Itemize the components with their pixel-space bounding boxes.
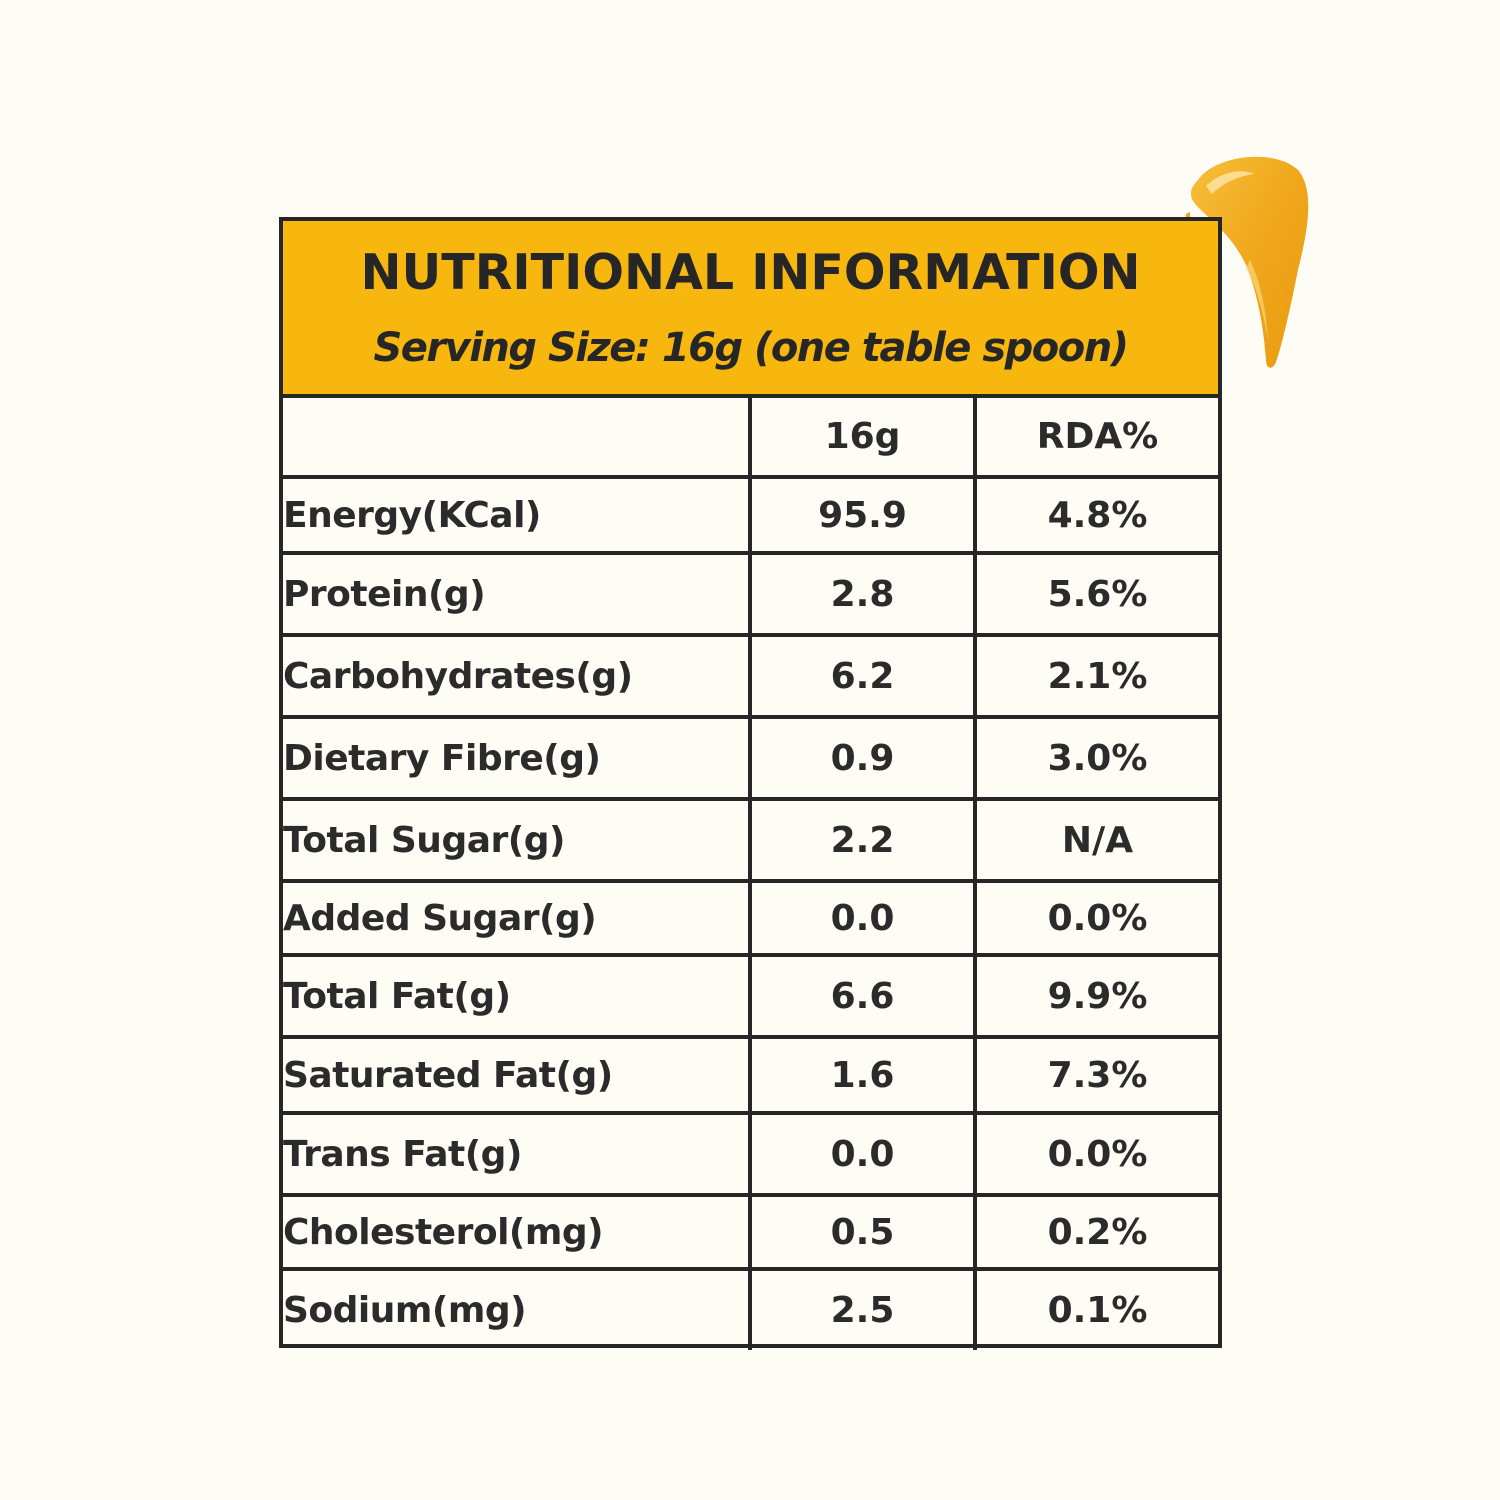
- nutrient-rda: 0.0%: [973, 1111, 1218, 1197]
- nutrient-name: Sodium(mg): [283, 1267, 752, 1350]
- table-row: Trans Fat(g) 0.0 0.0%: [283, 1111, 1218, 1197]
- nutrient-name: Saturated Fat(g): [283, 1035, 752, 1115]
- column-header-amount: 16g: [748, 398, 977, 479]
- nutrient-amount: 0.5: [748, 1193, 977, 1271]
- nutrient-amount: 1.6: [748, 1035, 977, 1115]
- table-row: Protein(g) 2.8 5.6%: [283, 551, 1218, 637]
- nutrient-rda: 4.8%: [973, 475, 1218, 555]
- nutrient-rda: N/A: [973, 797, 1218, 883]
- serving-size-subtitle: Serving Size: 16g (one table spoon): [373, 325, 1129, 371]
- nutrient-rda: 0.2%: [973, 1193, 1218, 1271]
- table-row: Cholesterol(mg) 0.5 0.2%: [283, 1193, 1218, 1271]
- nutrient-amount: 2.8: [748, 551, 977, 637]
- table-row: Added Sugar(g) 0.0 0.0%: [283, 879, 1218, 957]
- nutrient-amount: 0.0: [748, 1111, 977, 1197]
- nutrient-amount: 95.9: [748, 475, 977, 555]
- nutrient-rda: 3.0%: [973, 715, 1218, 801]
- table-header-row: 16g RDA%: [283, 398, 1218, 479]
- table-row: Saturated Fat(g) 1.6 7.3%: [283, 1035, 1218, 1115]
- nutrient-amount: 6.6: [748, 953, 977, 1039]
- nutrient-name: Dietary Fibre(g): [283, 715, 752, 801]
- table-row: Energy(KCal) 95.9 4.8%: [283, 475, 1218, 555]
- nutrient-name: Total Fat(g): [283, 953, 752, 1039]
- peanut-butter-smear-icon: [1185, 156, 1309, 368]
- table-row: Total Sugar(g) 2.2 N/A: [283, 797, 1218, 883]
- nutrient-amount: 0.9: [748, 715, 977, 801]
- column-header-rda: RDA%: [973, 398, 1218, 479]
- nutrient-name: Total Sugar(g): [283, 797, 752, 883]
- nutrient-rda: 5.6%: [973, 551, 1218, 637]
- nutrient-name: Carbohydrates(g): [283, 633, 752, 719]
- nutrition-panel: NUTRITIONAL INFORMATION Serving Size: 16…: [279, 217, 1222, 1350]
- nutrient-rda: 0.1%: [973, 1267, 1218, 1350]
- table-row: Dietary Fibre(g) 0.9 3.0%: [283, 715, 1218, 801]
- nutrition-title: NUTRITIONAL INFORMATION: [360, 244, 1141, 301]
- column-header-nutrient: [283, 398, 752, 479]
- table-row: Carbohydrates(g) 6.2 2.1%: [283, 633, 1218, 719]
- nutrient-rda: 7.3%: [973, 1035, 1218, 1115]
- nutrient-amount: 2.5: [748, 1267, 977, 1350]
- nutrient-amount: 2.2: [748, 797, 977, 883]
- nutrient-name: Energy(KCal): [283, 475, 752, 555]
- nutrient-rda: 2.1%: [973, 633, 1218, 719]
- nutrient-rda: 9.9%: [973, 953, 1218, 1039]
- nutrient-rda: 0.0%: [973, 879, 1218, 957]
- table-row: Total Fat(g) 6.6 9.9%: [283, 953, 1218, 1039]
- nutrient-name: Trans Fat(g): [283, 1111, 752, 1197]
- nutrition-table: 16g RDA% Energy(KCal) 95.9 4.8% Protein(g) 2…: [283, 398, 1218, 1350]
- nutrient-name: Cholesterol(mg): [283, 1193, 752, 1271]
- nutrient-amount: 6.2: [748, 633, 977, 719]
- nutrition-header: NUTRITIONAL INFORMATION Serving Size: 16…: [283, 221, 1218, 398]
- table-row: Sodium(mg) 2.5 0.1%: [283, 1267, 1218, 1350]
- nutrient-amount: 0.0: [748, 879, 977, 957]
- nutrient-name: Added Sugar(g): [283, 879, 752, 957]
- nutrient-name: Protein(g): [283, 551, 752, 637]
